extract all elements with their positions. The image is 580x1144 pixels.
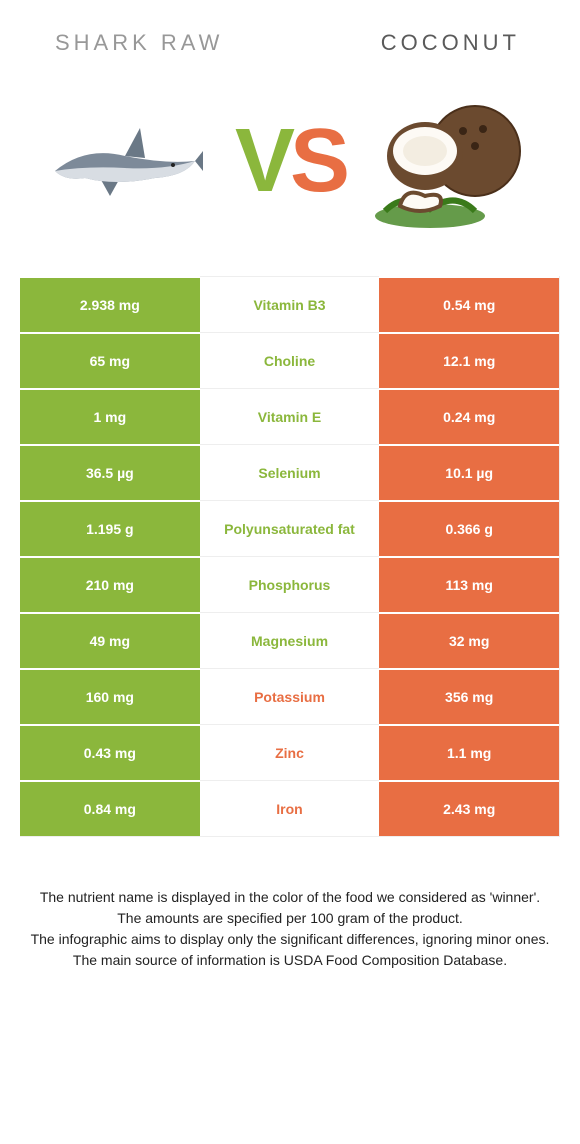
nutrient-name: Zinc: [200, 724, 380, 780]
nutrient-name: Polyunsaturated fat: [200, 500, 380, 556]
footer-line-1: The nutrient name is displayed in the co…: [30, 887, 550, 908]
header-titles: Shark Raw Coconut: [0, 0, 580, 66]
vs-v: V: [235, 116, 290, 206]
title-left: Shark Raw: [55, 30, 223, 56]
title-right: Coconut: [381, 30, 520, 56]
shark-image: [40, 96, 210, 226]
right-value: 0.54 mg: [379, 276, 559, 332]
left-value: 65 mg: [20, 332, 200, 388]
right-value: 0.24 mg: [379, 388, 559, 444]
right-value: 0.366 g: [379, 500, 559, 556]
nutrient-name: Potassium: [200, 668, 380, 724]
right-value: 2.43 mg: [379, 780, 559, 836]
footer-line-4: The main source of information is USDA F…: [30, 950, 550, 971]
footer-line-3: The infographic aims to display only the…: [30, 929, 550, 950]
table-row: 49 mgMagnesium32 mg: [20, 612, 559, 668]
nutrient-name: Magnesium: [200, 612, 380, 668]
nutrient-name: Vitamin E: [200, 388, 380, 444]
footer-line-2: The amounts are specified per 100 gram o…: [30, 908, 550, 929]
table-row: 2.938 mgVitamin B30.54 mg: [20, 276, 559, 332]
left-value: 1 mg: [20, 388, 200, 444]
right-value: 12.1 mg: [379, 332, 559, 388]
left-value: 2.938 mg: [20, 276, 200, 332]
nutrient-name: Iron: [200, 780, 380, 836]
left-value: 36.5 µg: [20, 444, 200, 500]
hero-row: VS: [0, 66, 580, 266]
table-row: 0.43 mgZinc1.1 mg: [20, 724, 559, 780]
right-value: 113 mg: [379, 556, 559, 612]
vs-label: VS: [235, 116, 345, 206]
table-row: 65 mgCholine12.1 mg: [20, 332, 559, 388]
footer-notes: The nutrient name is displayed in the co…: [0, 837, 580, 971]
left-value: 0.43 mg: [20, 724, 200, 780]
table-row: 0.84 mgIron2.43 mg: [20, 780, 559, 836]
nutrient-name: Vitamin B3: [200, 276, 380, 332]
left-value: 49 mg: [20, 612, 200, 668]
table-row: 160 mgPotassium356 mg: [20, 668, 559, 724]
left-value: 160 mg: [20, 668, 200, 724]
table-row: 1.195 gPolyunsaturated fat0.366 g: [20, 500, 559, 556]
shark-icon: [45, 116, 205, 206]
right-value: 32 mg: [379, 612, 559, 668]
table-row: 210 mgPhosphorus113 mg: [20, 556, 559, 612]
table-row: 36.5 µgSelenium10.1 µg: [20, 444, 559, 500]
left-value: 0.84 mg: [20, 780, 200, 836]
nutrient-name: Choline: [200, 332, 380, 388]
nutrient-name: Selenium: [200, 444, 380, 500]
left-value: 210 mg: [20, 556, 200, 612]
right-value: 10.1 µg: [379, 444, 559, 500]
right-value: 356 mg: [379, 668, 559, 724]
right-value: 1.1 mg: [379, 724, 559, 780]
coconut-icon: [375, 91, 535, 231]
table-row: 1 mgVitamin E0.24 mg: [20, 388, 559, 444]
left-value: 1.195 g: [20, 500, 200, 556]
vs-s: S: [290, 116, 345, 206]
nutrient-table: 2.938 mgVitamin B30.54 mg65 mgCholine12.…: [20, 276, 560, 837]
nutrient-name: Phosphorus: [200, 556, 380, 612]
coconut-image: [370, 96, 540, 226]
